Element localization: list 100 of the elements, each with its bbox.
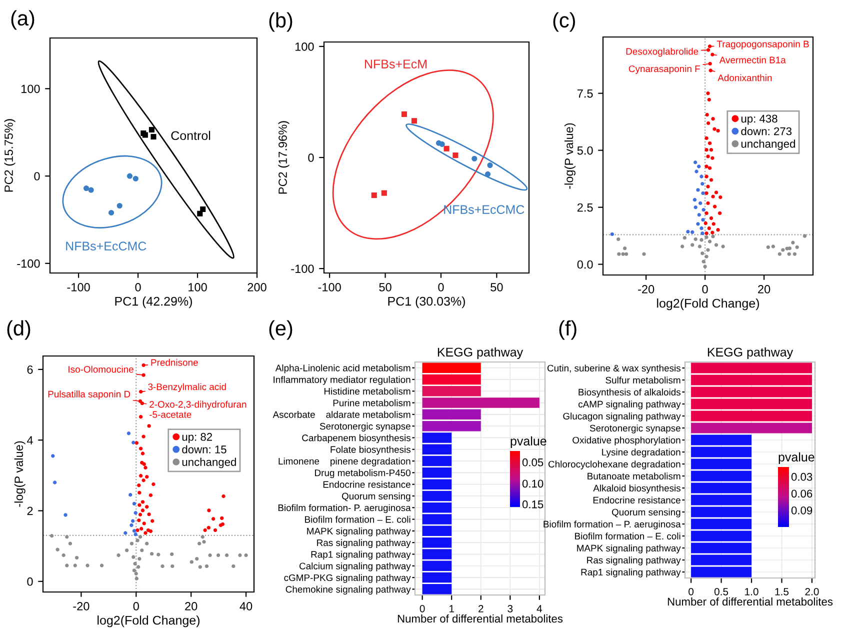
point [156,552,160,556]
point [138,474,143,478]
y-tick-label: Serotonergic synapse [320,422,410,432]
point [220,516,224,520]
point [788,246,792,250]
point [145,505,149,509]
annotation: 0.10 [522,480,544,488]
point [692,198,697,202]
y-tick-label: Chlorocyclohexane degradation [548,460,680,470]
point [116,553,120,558]
point [130,542,134,546]
point [371,192,377,198]
y-tick-label: 4 [26,436,33,444]
point [702,260,706,264]
chart-title: KEGG pathway [438,347,524,360]
y-tick-label: Rap1 signaling pathway [311,550,411,560]
point [616,237,620,242]
point [116,202,122,209]
point [213,528,218,532]
annotation: 0.06 [791,490,812,498]
annotation: Desoxoglabrolide [626,48,698,57]
point [132,176,138,182]
y-axis-title: PC2 (17.96%) [278,121,290,194]
point [244,553,248,558]
y-tick-label: Histidine metabolism [324,388,410,395]
point [617,252,621,256]
bar [422,386,481,396]
legend-label: up: 82 [182,432,212,443]
point [704,136,708,140]
point [190,560,194,564]
point [134,532,138,536]
point [142,522,146,526]
point [708,62,712,66]
point [144,531,148,535]
y-tick-label: 5.0 [577,146,593,155]
point [708,240,712,244]
point [696,222,700,226]
point [200,206,206,212]
y-tick-label: Chemokine signaling pathway [286,586,411,595]
x-tick-label: 0 [135,283,141,292]
point [706,201,710,206]
point [142,373,146,377]
x-tick-label: 2.0 [805,588,819,596]
point [698,201,702,206]
point [381,190,387,196]
point [148,493,153,498]
point [108,210,114,216]
point [138,490,142,495]
point [708,68,712,72]
point [707,98,712,102]
point [65,564,69,568]
x-tick-label: 0 [688,588,694,596]
point [132,440,136,444]
point [444,146,450,152]
point [64,513,68,517]
point [134,576,139,580]
point [711,234,715,238]
point [138,414,143,419]
point [680,244,684,248]
point [74,556,79,560]
point [712,127,716,131]
point [150,134,156,140]
point [138,390,143,394]
y-tick-label: Biofilm formation – E. coli [305,516,410,523]
point [704,148,708,152]
bar [422,398,540,408]
annotation: pvalue [510,436,546,448]
x-tick-label: -20 [73,602,90,610]
point [716,228,720,232]
y-tick-label: Purine metabolism [333,399,410,406]
point [690,230,694,234]
point [706,91,710,96]
legend-label: unchanged [741,140,795,150]
y-tick-label: MAPK signaling pathway [307,528,411,536]
point [136,538,140,542]
point [212,517,216,521]
point [708,141,712,146]
y-tick-label: Glucagon signaling pathway [563,412,681,422]
legend-label: down: 273 [741,127,792,136]
point [718,195,722,200]
point [142,478,146,482]
y-tick-label: 2 [27,506,33,516]
point [700,182,704,186]
x-tick-label: 0 [420,604,425,612]
text: NFBs+EcM [365,60,426,68]
point [700,238,704,242]
point [711,117,715,121]
text: (b) [269,12,292,32]
point [771,244,776,248]
y-tick-label: Sulfur metabolism [606,376,680,384]
y-tick-label: 6 [27,365,33,374]
series-label: Control [171,130,210,140]
point [704,231,708,236]
point [712,204,717,208]
y-tick-label: Calcium signaling pathway [300,562,411,572]
annotation: Pulsatilla saponin D [48,390,130,400]
legend-label: down: 15 [182,445,226,454]
annotation: Iso-Olomoucine [68,366,134,373]
point [132,502,136,506]
point [781,248,785,252]
